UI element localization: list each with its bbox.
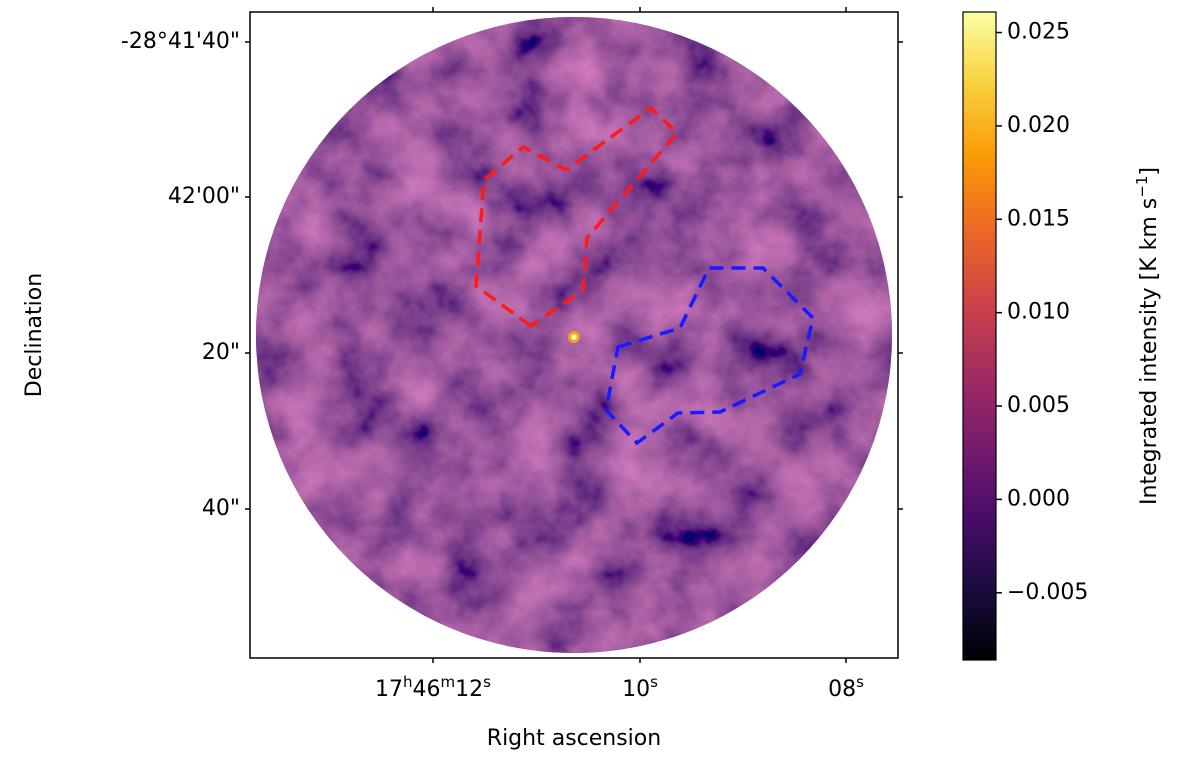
y-tick-label: 20" [202, 340, 240, 365]
colorbar-label-part: ] [1137, 167, 1162, 176]
colorbar-label-part: Integrated intensity [K km s [1137, 198, 1162, 505]
colorbar-tick-label: 0.020 [1007, 113, 1070, 138]
y-tick-label: 40" [202, 496, 240, 521]
x-tick-label-unit: s [650, 673, 658, 691]
colorbar [962, 11, 997, 661]
colorbar-tick-label: −0.005 [1007, 580, 1088, 605]
colorbar-tick-label: 0.000 [1007, 486, 1070, 511]
colorbar-tick-label: 0.025 [1007, 20, 1070, 45]
x-tick-label-number: 08 [828, 677, 856, 702]
plot-frame [249, 11, 899, 659]
x-tick-label: 17h46m12s [375, 673, 491, 703]
x-tick-label-number: 12 [455, 677, 483, 702]
x-tick-label: 08s [828, 673, 864, 703]
x-tick-label-number: 17 [375, 677, 403, 702]
region-red [474, 105, 680, 329]
colorbar-label: Integrated intensity [K km s−1] [1133, 167, 1163, 505]
y-tick-label: -28°41'40" [121, 29, 240, 54]
bright-source-core [571, 334, 577, 340]
region-blue [604, 266, 815, 446]
x-tick-label-number: 10 [622, 677, 650, 702]
colorbar-tick-label: 0.010 [1007, 300, 1070, 325]
x-tick-label: 10s [622, 673, 658, 703]
colorbar-label-part: −1 [1133, 176, 1151, 198]
y-tick-label: 42'00" [168, 184, 240, 209]
x-tick-label-unit: s [856, 673, 864, 691]
x-tick-label-number: 46 [413, 677, 441, 702]
x-tick-label-unit: h [403, 673, 413, 691]
x-tick-label-unit: m [441, 673, 456, 691]
x-axis-label: Right ascension [487, 726, 661, 751]
y-axis-label: Declination [22, 273, 47, 397]
colorbar-tick-label: 0.015 [1007, 206, 1070, 231]
x-tick-label-unit: s [483, 673, 491, 691]
colorbar-tick-label: 0.005 [1007, 393, 1070, 418]
